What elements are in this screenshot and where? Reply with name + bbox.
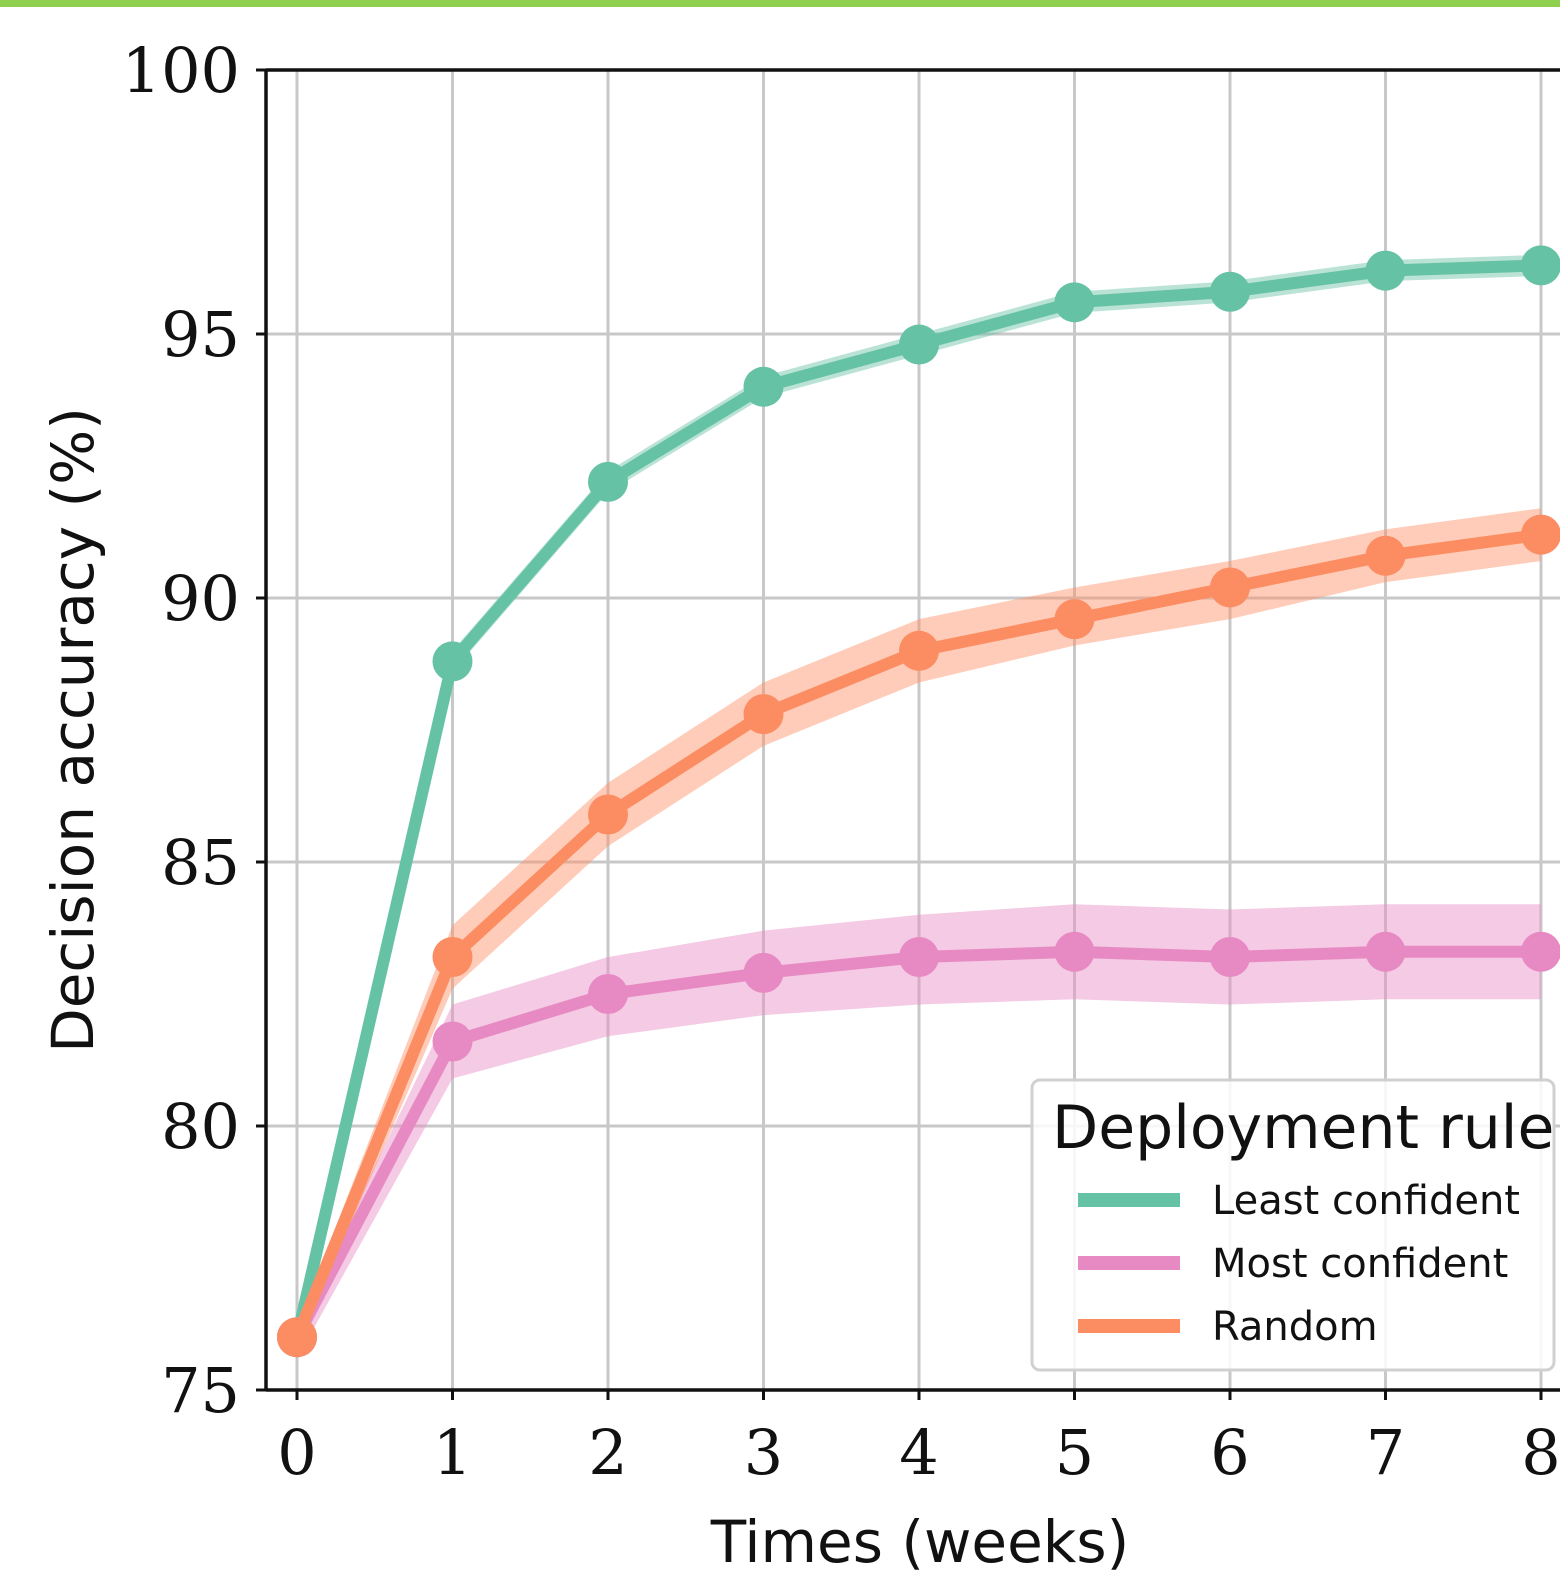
random-point <box>899 630 939 671</box>
least-confident-point <box>1365 250 1406 291</box>
x-tick-label: 3 <box>744 1416 783 1489</box>
least-confident-point <box>1210 271 1250 312</box>
random-point <box>277 1317 317 1358</box>
x-tick-label: 0 <box>277 1416 316 1489</box>
most-confident-point <box>899 937 939 978</box>
x-tick-label: 2 <box>588 1416 627 1489</box>
least-confident-point <box>743 366 784 407</box>
random-point <box>432 937 473 978</box>
random-point <box>743 694 784 735</box>
least-confident-point <box>432 641 473 682</box>
x-tick-label: 1 <box>433 1416 472 1489</box>
most-confident-point <box>1054 931 1095 972</box>
random-point <box>1054 599 1095 640</box>
legend-entries: Least confident Most confident Random <box>1078 1178 1520 1350</box>
random-point <box>1210 567 1250 608</box>
legend-title: Deployment rule <box>1052 1093 1554 1163</box>
random-point <box>588 794 628 835</box>
random-point <box>1365 535 1406 576</box>
most-confident-point <box>1365 931 1406 972</box>
y-tick-label: 75 <box>161 1354 240 1427</box>
least-confident-point <box>899 324 939 365</box>
x-tick-label: 8 <box>1521 1416 1560 1489</box>
y-tick-label: 95 <box>161 298 240 371</box>
x-tick-label: 7 <box>1366 1416 1405 1489</box>
legend-frame <box>1030 1078 1556 1372</box>
x-tick-label: 6 <box>1210 1416 1249 1489</box>
tick-labels: 0 1 2 3 4 5 6 7 8 75 80 85 90 95 100 <box>122 34 1560 1489</box>
least-confident-point <box>1054 282 1095 323</box>
random-confidence-band <box>297 508 1541 1348</box>
y-tick-label: 80 <box>161 1090 240 1163</box>
most-confident-point <box>432 1021 473 1062</box>
legend-label-most-confident: Most confident <box>1212 1241 1508 1287</box>
y-tick-label: 100 <box>122 34 240 107</box>
x-tick-label: 4 <box>899 1416 938 1489</box>
legend-label-least-confident: Least confident <box>1212 1178 1520 1224</box>
legend: Deployment rule Least confident Most conf… <box>1030 1078 1556 1372</box>
y-tick-label: 90 <box>161 562 240 635</box>
y-axis-label: Decision accuracy (%) <box>39 407 107 1053</box>
random-point <box>1521 514 1560 555</box>
most-confident-confidence-band <box>297 904 1541 1359</box>
legend-label-random: Random <box>1212 1304 1378 1350</box>
least-confident-point <box>588 461 628 502</box>
series-lines <box>277 245 1560 1358</box>
x-tick-label: 5 <box>1055 1416 1094 1489</box>
x-axis-label: Times (weeks) <box>710 1508 1129 1576</box>
least-confident-point <box>1521 245 1560 286</box>
axes <box>256 68 1560 1400</box>
most-confident-point <box>1210 937 1250 978</box>
top-accent-strip <box>0 0 1560 7</box>
confidence-bands <box>297 254 1541 1359</box>
y-tick-label: 85 <box>161 826 240 899</box>
most-confident-point <box>743 952 784 993</box>
most-confident-point <box>588 974 628 1014</box>
most-confident-point <box>1521 931 1560 972</box>
